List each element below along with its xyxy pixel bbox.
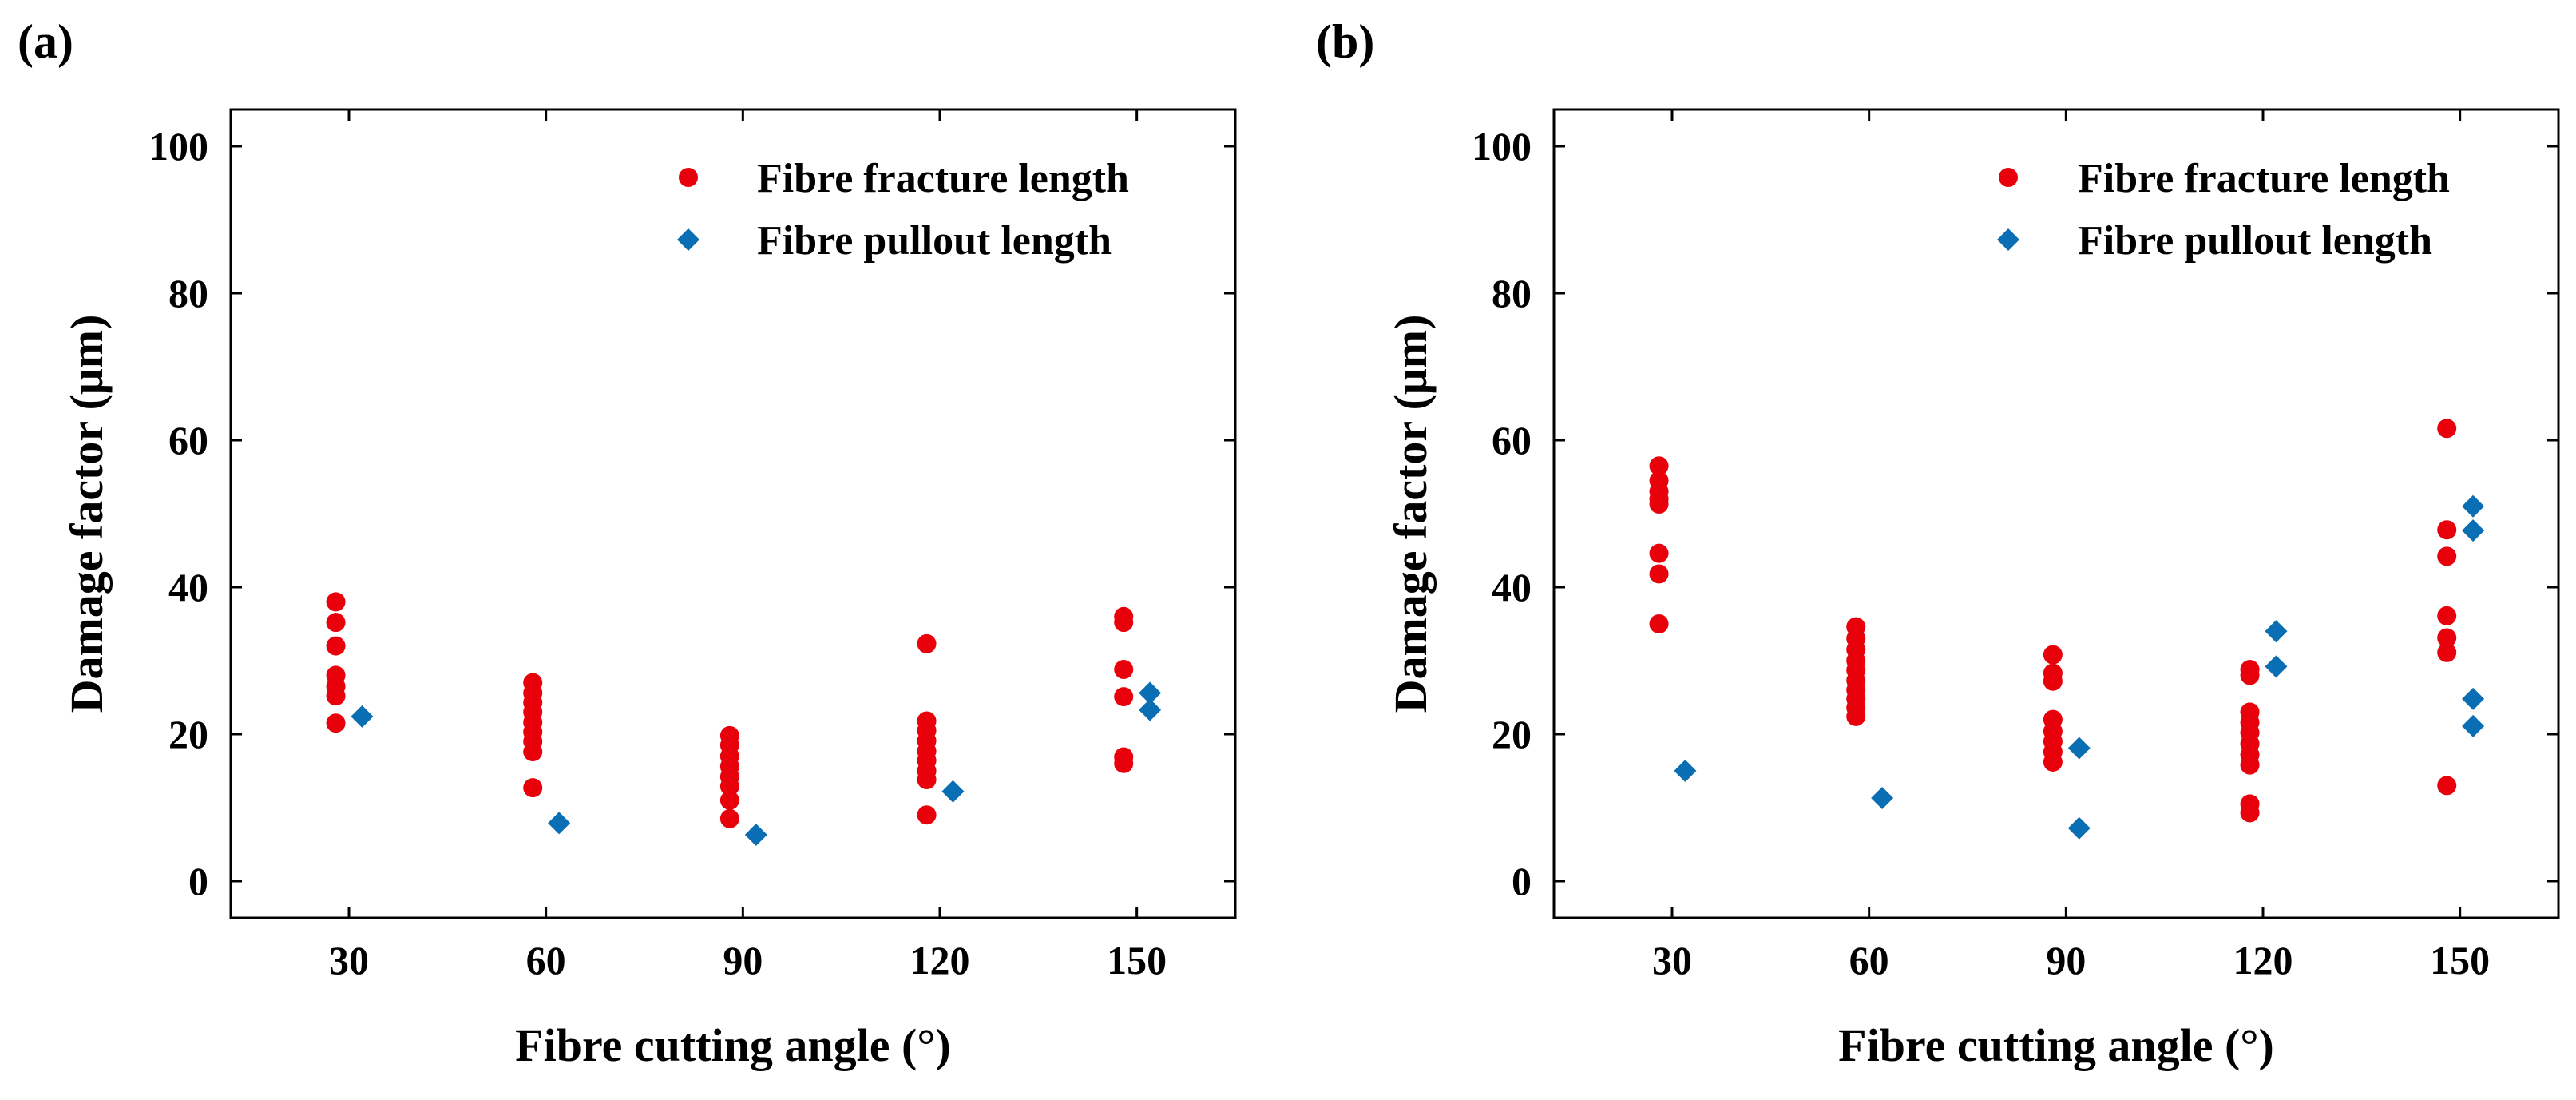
panel-a: (a) Fibre cutting angle (°) Damage facto… bbox=[18, 15, 1237, 1071]
panel-b-legend-pullout-marker bbox=[1997, 228, 2019, 251]
panel-b-y-tick-label-100: 100 bbox=[1472, 124, 1532, 169]
panel-a-label: (a) bbox=[18, 15, 73, 68]
panel-a-data-points bbox=[326, 592, 1162, 847]
panel-b-y-tick-label-40: 40 bbox=[1492, 565, 1532, 610]
panel-b-pullout-point-8 bbox=[2462, 687, 2485, 710]
panel-a-x-axis-title: Fibre cutting angle (°) bbox=[515, 1019, 951, 1071]
panel-b-fracture-point-6 bbox=[1649, 564, 1669, 584]
panel-b-legend-fracture-label: Fibre fracture length bbox=[2078, 156, 2450, 201]
panel-b-y-axis-title: Damage factor (μm) bbox=[1385, 315, 1437, 713]
panel-b-fracture-point-42 bbox=[2437, 776, 2457, 796]
panel-b-x-tick-label-60: 60 bbox=[1849, 938, 1889, 983]
panel-b-fracture-point-0 bbox=[1649, 456, 1669, 476]
panel-a-fracture-point-2 bbox=[326, 636, 346, 656]
panel-b-fracture-point-39 bbox=[2437, 606, 2457, 625]
panel-b-fracture-point-5 bbox=[1649, 543, 1669, 563]
panel-a-fracture-point-15 bbox=[523, 778, 543, 798]
panel-b-legend-fracture-marker bbox=[1999, 168, 2018, 187]
panel-a-y-tick-label-60: 60 bbox=[168, 418, 208, 463]
panel-a-pullout-point-1 bbox=[548, 812, 571, 835]
panel-a-legend: Fibre fracture length Fibre pullout leng… bbox=[677, 156, 1129, 264]
panel-b-x-tick-label-150: 150 bbox=[2430, 938, 2490, 983]
panel-b-y-tick-label-0: 0 bbox=[1512, 859, 1532, 903]
panel-a-y-tick-label-0: 0 bbox=[188, 859, 208, 903]
panel-a-fracture-point-36 bbox=[1114, 687, 1134, 707]
panel-b-fracture-point-25 bbox=[2043, 752, 2063, 772]
panel-a-x-tick-label-60: 60 bbox=[526, 938, 566, 983]
panel-a-fracture-point-14 bbox=[523, 742, 543, 762]
panel-a-x-tick-label-30: 30 bbox=[329, 938, 369, 983]
panel-a-pullout-point-3 bbox=[941, 780, 965, 803]
panel-b-pullout-point-4 bbox=[2265, 620, 2288, 643]
panel-a-ticks: 30 60 90 120 150 0 20 40 60 80 100 bbox=[149, 109, 1235, 983]
panel-a-x-tick-label-120: 120 bbox=[910, 938, 970, 983]
panel-a-y-tick-label-80: 80 bbox=[168, 271, 208, 316]
panel-a-fracture-point-21 bbox=[719, 776, 739, 796]
panel-a-pullout-point-0 bbox=[351, 705, 374, 728]
panel-a-fracture-point-0 bbox=[326, 592, 346, 612]
panel-b-pullout-point-0 bbox=[1674, 760, 1697, 782]
panel-a-fracture-point-31 bbox=[917, 770, 937, 790]
panel-b: (b) Fibre cutting angle (°) Damage facto… bbox=[1316, 15, 2560, 1071]
panel-b-fracture-point-38 bbox=[2437, 546, 2457, 566]
panel-b-x-tick-label-90: 90 bbox=[2046, 938, 2086, 983]
panel-a-x-tick-label-90: 90 bbox=[723, 938, 763, 983]
panel-a-fracture-point-34 bbox=[1114, 613, 1134, 633]
panel-b-pullout-point-3 bbox=[2067, 816, 2091, 840]
panel-a-fracture-point-5 bbox=[326, 686, 346, 706]
panel-a-y-tick-label-100: 100 bbox=[149, 124, 208, 169]
panel-a-y-tick-label-40: 40 bbox=[168, 565, 208, 610]
panel-a-legend-pullout-label: Fibre pullout length bbox=[757, 218, 1112, 264]
panel-a-fracture-point-1 bbox=[326, 613, 346, 633]
panel-a-legend-fracture-marker bbox=[679, 168, 698, 187]
panel-a-pullout-point-4 bbox=[1139, 681, 1162, 705]
panel-b-x-tick-label-120: 120 bbox=[2233, 938, 2293, 983]
panel-b-fracture-point-33 bbox=[2240, 755, 2260, 775]
panel-b-fracture-point-41 bbox=[2437, 642, 2457, 662]
panel-b-label: (b) bbox=[1316, 15, 1374, 68]
panel-b-pullout-point-1 bbox=[1871, 787, 1894, 810]
panel-a-fracture-point-24 bbox=[917, 633, 937, 653]
panel-a-fracture-point-35 bbox=[1114, 660, 1134, 680]
panel-a-pullout-point-5 bbox=[1139, 698, 1162, 721]
panel-b-plot-frame bbox=[1552, 108, 2560, 919]
panel-b-fracture-point-4 bbox=[1649, 494, 1669, 514]
panel-b-fracture-point-20 bbox=[2043, 671, 2063, 691]
panel-a-fracture-point-6 bbox=[326, 713, 346, 733]
panel-b-fracture-point-35 bbox=[2240, 803, 2260, 823]
panel-b-y-tick-label-20: 20 bbox=[1492, 712, 1532, 756]
panel-b-fracture-point-40 bbox=[2437, 628, 2457, 648]
panel-b-fracture-point-18 bbox=[2043, 645, 2063, 665]
panel-b-ticks: 30 60 90 120 150 0 20 40 60 80 100 bbox=[1472, 109, 2558, 983]
panel-a-legend-fracture-label: Fibre fracture length bbox=[757, 156, 1129, 201]
panel-b-fracture-point-36 bbox=[2437, 419, 2457, 439]
panel-b-legend-pullout-label: Fibre pullout length bbox=[2078, 218, 2432, 264]
panel-b-x-axis-title: Fibre cutting angle (°) bbox=[1838, 1019, 2274, 1071]
panel-b-data-points bbox=[1649, 419, 2485, 840]
panel-b-y-tick-label-60: 60 bbox=[1492, 418, 1532, 463]
panel-b-x-tick-label-30: 30 bbox=[1652, 938, 1692, 983]
panel-a-y-tick-label-20: 20 bbox=[168, 712, 208, 756]
panel-a-fracture-point-22 bbox=[719, 790, 739, 810]
panel-b-pullout-point-6 bbox=[2462, 494, 2485, 518]
panel-b-fracture-point-27 bbox=[2240, 665, 2260, 685]
panel-a-fracture-point-23 bbox=[719, 808, 739, 828]
panel-a-pullout-point-2 bbox=[744, 824, 767, 847]
panel-a-plot-frame bbox=[229, 108, 1237, 919]
panel-a-legend-pullout-marker bbox=[677, 228, 699, 251]
panel-b-pullout-point-5 bbox=[2265, 655, 2288, 678]
panel-b-fracture-point-7 bbox=[1649, 614, 1669, 633]
panel-a-fracture-point-38 bbox=[1114, 753, 1134, 773]
panel-b-pullout-point-2 bbox=[2067, 737, 2091, 760]
panel-b-legend: Fibre fracture length Fibre pullout leng… bbox=[1997, 156, 2450, 264]
panel-b-pullout-point-9 bbox=[2462, 714, 2485, 737]
panel-b-pullout-point-7 bbox=[2462, 519, 2485, 542]
panel-b-fracture-point-37 bbox=[2437, 520, 2457, 540]
panel-a-y-axis-title: Damage factor (μm) bbox=[61, 315, 113, 713]
panel-b-fracture-point-17 bbox=[1846, 706, 1866, 726]
panel-b-y-tick-label-80: 80 bbox=[1492, 271, 1532, 316]
panel-a-x-tick-label-150: 150 bbox=[1107, 938, 1167, 983]
panel-a-fracture-point-32 bbox=[917, 805, 937, 825]
